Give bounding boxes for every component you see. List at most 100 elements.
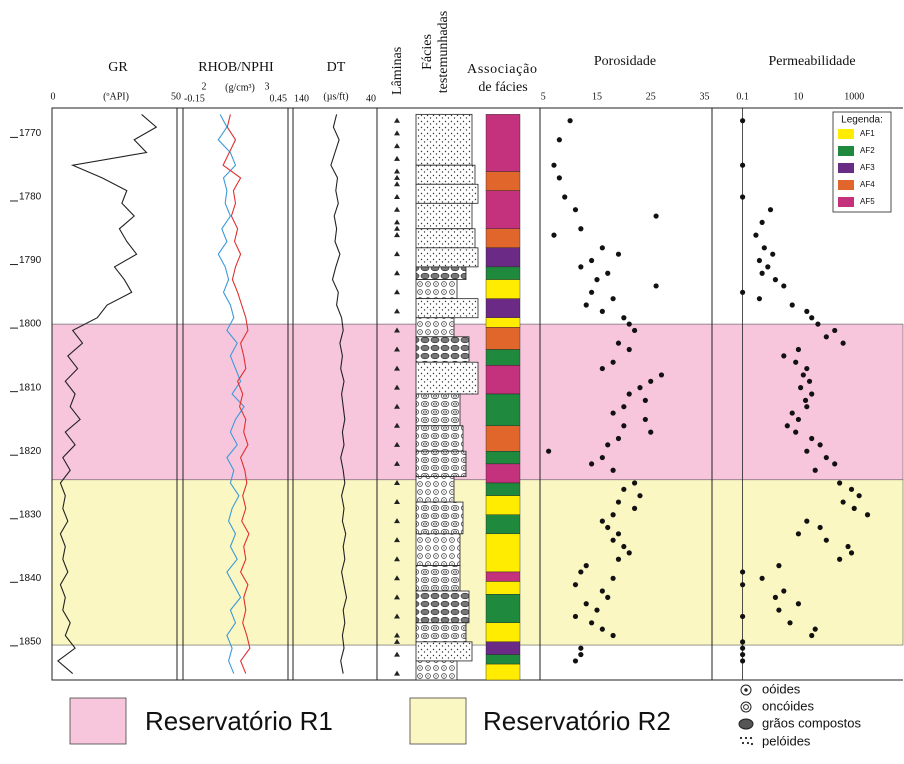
data-point [632, 505, 638, 511]
legend: Legenda: AF1 AF2 AF3 AF4 AF5 [832, 111, 892, 213]
facies-interval [415, 361, 479, 395]
data-point [781, 588, 787, 594]
data-point [578, 645, 584, 651]
data-point [572, 658, 579, 664]
data-point [615, 251, 622, 257]
data-point [615, 435, 622, 442]
data-point [610, 512, 616, 518]
log-curve [330, 114, 348, 674]
facies-interval [415, 298, 479, 319]
legend-swatch [838, 197, 854, 207]
data-point [781, 283, 787, 289]
data-point [848, 486, 855, 492]
depth-label: 1800 [19, 319, 42, 330]
data-point [740, 645, 746, 651]
data-point [589, 461, 595, 467]
data-point [599, 245, 605, 251]
data-point [817, 442, 823, 448]
legend-label: AF2 [860, 146, 875, 155]
data-point [770, 251, 776, 257]
depth-label: 1840 [19, 573, 42, 584]
reservoir-swatch [409, 697, 467, 745]
lamina-marker [394, 518, 400, 524]
data-point [740, 639, 746, 645]
data-point [605, 270, 611, 276]
data-point [572, 613, 579, 620]
gr-title: GR [108, 60, 128, 75]
lamina-marker [394, 613, 400, 619]
data-point [837, 480, 843, 486]
facies-association [485, 266, 521, 280]
data-point [589, 289, 595, 295]
depth-label: 1790 [19, 255, 42, 266]
data-point [787, 620, 793, 626]
data-point [756, 296, 763, 302]
data-point [781, 353, 787, 359]
lamina-marker [394, 143, 400, 149]
data-point [753, 232, 759, 238]
facies-interval [415, 317, 455, 338]
depth-label: 1810 [19, 382, 42, 393]
data-point [823, 537, 829, 543]
data-point [605, 442, 611, 448]
data-point [648, 378, 654, 384]
x-tick-label: 10 [793, 91, 803, 102]
facies-association [485, 425, 521, 452]
data-point [610, 467, 616, 473]
facies-interval [415, 393, 461, 427]
oncoid-icon [740, 701, 752, 713]
facies-interval [415, 336, 470, 363]
rhob-unit: (g/cm³) [225, 82, 255, 93]
data-point [578, 264, 584, 270]
data-point [610, 575, 616, 581]
lamina-marker [394, 206, 400, 212]
data-point [851, 505, 857, 511]
data-point [599, 308, 605, 314]
legend-swatch [838, 129, 854, 139]
data-point [583, 601, 589, 607]
lamina-marker [394, 155, 400, 161]
data-point [817, 524, 823, 531]
data-point [583, 563, 589, 569]
facies-association [485, 114, 521, 172]
x-tick-label: 40 [366, 93, 376, 104]
facies-association [485, 393, 521, 426]
permeabilidade-title: Permeabilidade [768, 54, 855, 69]
legend-label: AF4 [860, 180, 875, 189]
data-point [759, 270, 765, 276]
data-point [740, 118, 746, 124]
oncoid-icon [743, 704, 749, 710]
facies-interval [415, 164, 476, 185]
data-point [804, 365, 810, 372]
facies-interval [415, 279, 458, 300]
data-point [772, 594, 779, 600]
data-point [812, 467, 818, 473]
facies-association [485, 228, 521, 249]
lamina-marker [394, 251, 400, 257]
facies-association [485, 298, 521, 318]
facies-association [485, 571, 521, 582]
associacao-title: Associação [467, 62, 537, 77]
x-tick-label: 50 [171, 91, 181, 102]
data-point [546, 448, 552, 454]
data-point [615, 556, 622, 562]
gr-unit: (ºAPI) [103, 91, 129, 102]
data-point [626, 321, 632, 327]
facies-interval [415, 266, 467, 280]
facies-interval [415, 202, 473, 230]
x-tick-label: 1000 [844, 91, 864, 102]
lamina-marker [394, 499, 400, 505]
facies-title: Fácies [420, 34, 435, 70]
facies-interval [415, 425, 464, 452]
data-point [789, 302, 795, 308]
lamina-marker [394, 117, 400, 123]
data-point [610, 359, 616, 365]
facies-association [485, 495, 521, 515]
data-point [615, 499, 622, 505]
data-point [621, 404, 627, 410]
data-point [784, 423, 790, 429]
facies-interval [415, 533, 461, 566]
facies-association [485, 190, 521, 229]
rhob-nphi-title: RHOB/NPHI [198, 60, 274, 75]
x-tick-label: 25 [646, 91, 656, 102]
